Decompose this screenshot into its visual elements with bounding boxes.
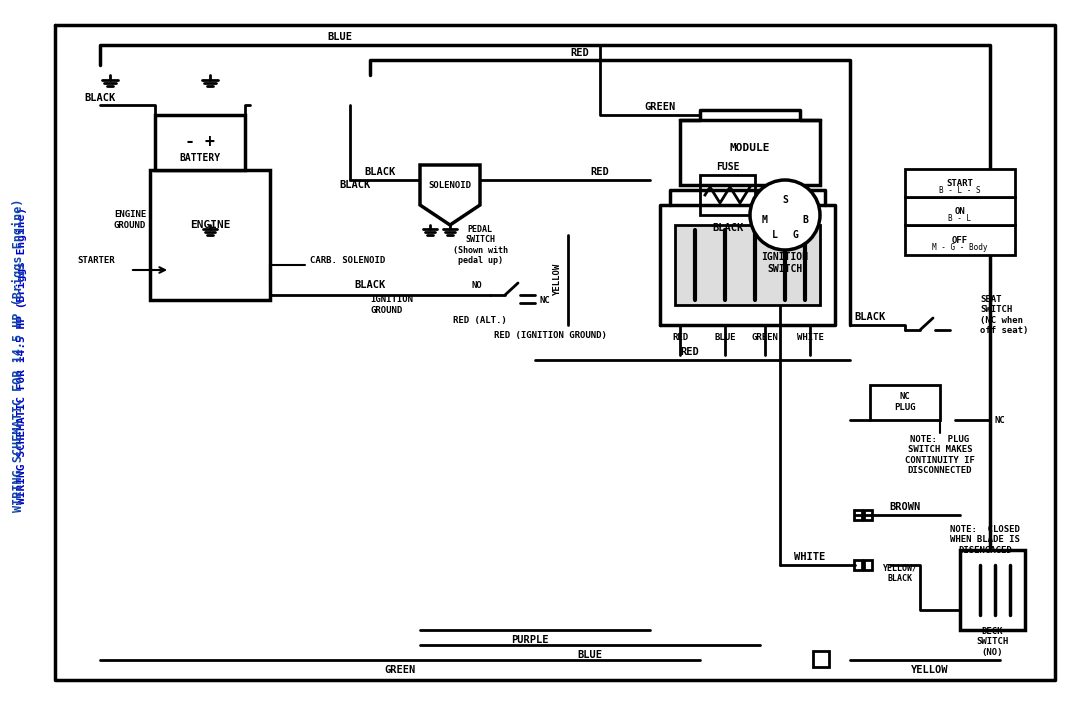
Text: BLACK: BLACK — [354, 280, 385, 290]
Text: NC: NC — [540, 295, 551, 305]
Text: WIRING SCHEMATIC FOR 14.5 HP (Briggs Engine): WIRING SCHEMATIC FOR 14.5 HP (Briggs Eng… — [12, 198, 25, 512]
Text: BLACK: BLACK — [339, 180, 370, 190]
Text: RED: RED — [672, 332, 688, 342]
Text: BROWN: BROWN — [890, 502, 921, 512]
Text: B: B — [802, 215, 808, 225]
Text: L: L — [773, 230, 778, 240]
Bar — [960, 550, 1025, 630]
Text: MODULE: MODULE — [730, 143, 770, 153]
Bar — [864, 560, 872, 570]
Text: RED: RED — [571, 48, 589, 58]
Circle shape — [750, 180, 821, 250]
Text: BLUE: BLUE — [714, 332, 736, 342]
Text: YELLOW: YELLOW — [911, 665, 949, 675]
Text: BLACK: BLACK — [84, 93, 115, 103]
Text: RED (ALT.): RED (ALT.) — [453, 315, 507, 325]
Text: M - G - Body: M - G - Body — [933, 242, 988, 252]
Text: BLACK: BLACK — [713, 223, 744, 233]
Text: IGNITION
GROUND: IGNITION GROUND — [370, 295, 413, 315]
Bar — [870, 385, 940, 420]
Text: BLACK: BLACK — [364, 167, 396, 177]
Bar — [813, 651, 829, 667]
Text: SEAT
SWITCH
(NC when
off seat): SEAT SWITCH (NC when off seat) — [980, 295, 1029, 335]
Bar — [150, 170, 270, 300]
Polygon shape — [420, 165, 480, 225]
Text: ON: ON — [955, 207, 966, 215]
Text: IGNITION
SWITCH: IGNITION SWITCH — [762, 252, 809, 274]
Text: NC: NC — [994, 415, 1005, 425]
Bar — [905, 197, 1015, 225]
Text: ENGINE
GROUND: ENGINE GROUND — [114, 210, 146, 230]
Text: FUSE: FUSE — [716, 162, 739, 172]
Text: G: G — [792, 230, 798, 240]
Text: BLUE: BLUE — [577, 650, 603, 660]
Bar — [675, 225, 821, 305]
Text: ENGINE: ENGINE — [190, 220, 230, 230]
Text: PURPLE: PURPLE — [511, 635, 548, 645]
Bar — [700, 175, 755, 215]
Text: B - L: B - L — [949, 214, 972, 222]
Text: STARTER: STARTER — [78, 255, 115, 265]
Text: BATTERY: BATTERY — [179, 153, 221, 163]
Text: SOLENOID: SOLENOID — [429, 180, 472, 189]
Text: WIRING SCHEMATIC FOR 14.5 HP (Briggs Engine): WIRING SCHEMATIC FOR 14.5 HP (Briggs Eng… — [17, 207, 27, 503]
Text: RED: RED — [681, 347, 699, 357]
Text: - +: - + — [185, 133, 214, 151]
Text: RED: RED — [591, 167, 609, 177]
Text: B - L - S: B - L - S — [939, 185, 981, 194]
Text: GREEN: GREEN — [751, 332, 779, 342]
Text: CARB. SOLENOID: CARB. SOLENOID — [310, 255, 385, 265]
Text: START: START — [946, 179, 973, 187]
Text: WHITE: WHITE — [797, 332, 824, 342]
Text: PEDAL
SWITCH
(Shown with
pedal up): PEDAL SWITCH (Shown with pedal up) — [452, 225, 508, 265]
Bar — [854, 510, 862, 520]
Bar — [864, 510, 872, 520]
Bar — [905, 169, 1015, 197]
Text: YELLOW/
BLACK: YELLOW/ BLACK — [882, 563, 918, 583]
Bar — [854, 560, 862, 570]
Text: NOTE:  CLOSED
WHEN BLADE IS
DISENGAGED: NOTE: CLOSED WHEN BLADE IS DISENGAGED — [950, 525, 1020, 555]
Text: NC
PLUG: NC PLUG — [894, 393, 915, 412]
Text: YELLOW: YELLOW — [554, 264, 562, 296]
Text: GREEN: GREEN — [644, 102, 675, 112]
Bar — [680, 120, 821, 185]
Text: S: S — [782, 195, 787, 205]
Text: WHITE: WHITE — [794, 552, 826, 562]
Text: M: M — [762, 215, 768, 225]
Text: DECK
SWITCH
(NO): DECK SWITCH (NO) — [976, 627, 1008, 657]
Text: WIRING SCHEMATIC FOR: WIRING SCHEMATIC FOR — [17, 117, 27, 252]
Text: NOTE:  PLUG
SWITCH MAKES
CONTINUITY IF
DISCONNECTED: NOTE: PLUG SWITCH MAKES CONTINUITY IF DI… — [905, 435, 975, 475]
Bar — [155, 115, 245, 170]
Text: GREEN: GREEN — [384, 665, 416, 675]
Text: BLUE: BLUE — [328, 32, 352, 42]
Text: RED (IGNITION GROUND): RED (IGNITION GROUND) — [494, 330, 606, 340]
Bar — [905, 225, 1015, 255]
Text: BLACK: BLACK — [855, 312, 886, 322]
Text: NO: NO — [472, 280, 482, 290]
Text: OFF: OFF — [952, 235, 968, 245]
